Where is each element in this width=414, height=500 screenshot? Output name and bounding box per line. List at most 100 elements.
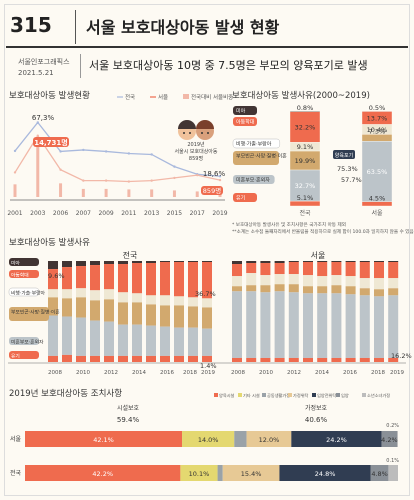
legend-swatch	[288, 393, 292, 397]
bar-seoul	[81, 188, 85, 197]
bar-seoul	[13, 184, 17, 197]
legend-swatch	[312, 393, 316, 397]
bar-seoul	[127, 189, 131, 197]
annual-bar-seoul	[359, 357, 370, 362]
annual-bar-seoul	[246, 273, 257, 286]
chart1-title: 보호대상아동 발생현황	[9, 91, 90, 101]
children-icon	[178, 120, 214, 140]
annual-bar-seoul	[331, 261, 342, 263]
annotation: 0.2%	[386, 423, 399, 429]
legend-label: 가정위탁	[293, 392, 309, 399]
annual-bar-national	[104, 321, 114, 356]
annual-bar-seoul	[232, 276, 242, 287]
category-tag	[9, 258, 39, 266]
annual-bar-seoul	[274, 261, 285, 264]
point	[218, 175, 222, 178]
x-tick-label: 2008	[48, 370, 62, 376]
point	[59, 168, 62, 171]
legend-swatch	[262, 393, 266, 397]
annual-bar-national	[202, 328, 212, 356]
point	[196, 173, 199, 177]
annual-bar-national	[62, 316, 72, 355]
annual-bar-seoul	[317, 286, 328, 294]
annual-bar-national	[90, 300, 100, 321]
annual-bar-national	[160, 305, 170, 327]
stacked-segment	[361, 134, 393, 142]
annual-bar-national	[90, 261, 100, 266]
header-rule	[6, 46, 408, 48]
child-face	[196, 120, 214, 140]
hbar-segment	[217, 465, 223, 481]
annual-bar-seoul	[246, 261, 257, 264]
x-tick-label: 2019	[201, 370, 215, 376]
annual-bar-seoul	[345, 261, 356, 263]
annual-bar-national	[90, 320, 100, 356]
annual-bar-national	[76, 297, 86, 318]
group-label: 가정보호	[305, 404, 328, 412]
annual-bar-seoul	[331, 293, 342, 358]
annual-bar-national	[76, 266, 86, 289]
category-tag-label: 비행·가출·부랑아	[11, 290, 46, 297]
x-tick-label: 전국	[299, 209, 311, 217]
bar-seoul	[195, 191, 199, 197]
annual-bar-national	[188, 262, 198, 298]
annual-bar-seoul	[331, 285, 342, 294]
hbar-segment	[388, 465, 398, 481]
annual-bar-seoul	[317, 293, 328, 358]
point	[104, 179, 108, 182]
annual-bar-national	[202, 307, 212, 329]
annual-bar-national	[146, 261, 156, 264]
legend-swatch	[238, 393, 242, 397]
annual-bar-national	[76, 288, 86, 298]
annual-bar-seoul	[374, 261, 384, 263]
panel-title: 전국	[123, 250, 138, 260]
annual-bar-national	[174, 355, 184, 362]
x-tick-label: 2015	[167, 210, 182, 217]
annual-bar-national	[188, 355, 198, 362]
annual-bar-seoul	[303, 275, 313, 287]
point	[173, 176, 176, 180]
annual-bar-national	[188, 261, 198, 263]
legend-swatch	[336, 393, 340, 397]
annual-bar-national	[48, 261, 58, 270]
annual-bar-seoul	[303, 261, 313, 263]
child-face	[178, 120, 196, 140]
x-tick-label: 2008	[231, 370, 245, 376]
annual-bar-national	[174, 261, 184, 263]
stacked-segment	[361, 201, 393, 207]
line-ratio	[14, 134, 221, 183]
legend-label: 소년소녀가정	[367, 392, 390, 399]
annotation: 57.7%	[341, 176, 362, 184]
callout-text: 2019년	[187, 141, 205, 148]
annual-bar-seoul	[331, 262, 342, 276]
x-tick-label: 2012	[104, 370, 118, 376]
hbar-segment	[182, 431, 235, 447]
annual-bar-national	[174, 327, 184, 356]
segment-label: 10.1%	[189, 470, 210, 478]
segment-label: 32.2%	[295, 124, 316, 132]
bar-seoul	[104, 188, 108, 197]
x-tick-label: 2003	[30, 210, 45, 217]
annual-bar-national	[62, 298, 72, 317]
annual-bar-seoul	[388, 295, 399, 358]
annual-bar-seoul	[317, 262, 328, 277]
segment-label: 4.8%	[371, 470, 388, 478]
annual-bar-seoul	[260, 357, 271, 362]
annual-bar-national	[90, 290, 100, 301]
category-tag	[9, 307, 49, 321]
segment-label: 42.1%	[93, 436, 114, 444]
divider	[80, 54, 81, 78]
category-tag-label: 미혼부모·혼외자	[11, 339, 44, 346]
annual-bar-seoul	[374, 296, 384, 358]
annual-bar-national	[146, 355, 156, 362]
category-tag-label: 부모빈곤·사망·질병·이혼	[236, 153, 287, 160]
annual-bar-seoul	[359, 262, 370, 279]
annual-bar-seoul	[303, 286, 313, 294]
annotation: 859명	[203, 186, 221, 195]
category-tag-label: 비행·가출·부랑아	[236, 141, 272, 148]
stacked-segment	[289, 200, 321, 207]
callout-text: 859명	[189, 155, 203, 162]
chart2-title: 보호대상아동 발생사유(2000~2019)	[232, 91, 370, 101]
hbar-segment	[381, 431, 398, 447]
x-tick-label: 2017	[190, 210, 205, 217]
